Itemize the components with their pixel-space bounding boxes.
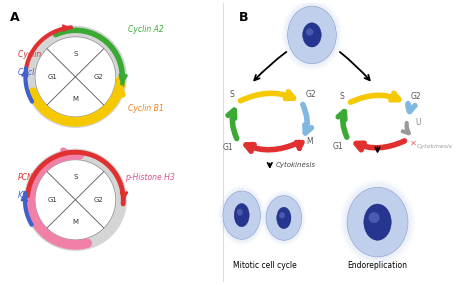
Text: Cytokinesis: Cytokinesis: [275, 162, 315, 168]
Ellipse shape: [347, 187, 408, 257]
Ellipse shape: [344, 183, 411, 261]
Ellipse shape: [283, 1, 341, 69]
Ellipse shape: [279, 212, 285, 219]
Text: Mitotic cell cycle: Mitotic cell cycle: [233, 261, 297, 270]
Text: U: U: [416, 119, 421, 127]
Text: p-Histone H3: p-Histone H3: [125, 173, 174, 182]
Text: M: M: [306, 137, 313, 146]
Ellipse shape: [35, 160, 116, 240]
Ellipse shape: [219, 185, 265, 245]
Text: Cyclin B1: Cyclin B1: [128, 105, 164, 113]
Ellipse shape: [286, 4, 338, 66]
Ellipse shape: [264, 193, 304, 243]
Ellipse shape: [306, 28, 313, 36]
Text: M: M: [73, 219, 78, 225]
Ellipse shape: [340, 179, 415, 265]
Ellipse shape: [234, 203, 249, 227]
Text: S: S: [73, 174, 78, 180]
Text: G2: G2: [411, 91, 421, 101]
Text: G1: G1: [333, 142, 343, 151]
Text: PCNA: PCNA: [18, 173, 39, 182]
Ellipse shape: [265, 194, 303, 242]
Text: G2: G2: [93, 74, 103, 80]
Ellipse shape: [34, 159, 117, 241]
Ellipse shape: [263, 192, 305, 244]
Text: M: M: [73, 96, 78, 102]
Text: G2: G2: [93, 197, 103, 203]
Text: G1: G1: [48, 197, 58, 203]
Text: Cyclin D1: Cyclin D1: [18, 68, 54, 77]
Ellipse shape: [24, 149, 127, 251]
Text: ✕: ✕: [410, 139, 417, 148]
Text: Endoreplication: Endoreplication: [347, 261, 408, 270]
Ellipse shape: [288, 6, 337, 64]
Ellipse shape: [221, 188, 263, 242]
Ellipse shape: [282, 0, 342, 71]
Text: Cyclin A2: Cyclin A2: [128, 25, 164, 34]
Ellipse shape: [345, 185, 410, 259]
Text: S: S: [73, 51, 78, 57]
Text: Cytokinesis: Cytokinesis: [417, 144, 452, 149]
Text: A: A: [10, 11, 19, 24]
Ellipse shape: [34, 36, 117, 118]
Text: S: S: [229, 90, 234, 99]
Ellipse shape: [24, 26, 127, 128]
Text: Ki-67: Ki-67: [18, 191, 37, 200]
Ellipse shape: [303, 23, 321, 47]
Text: G1: G1: [48, 74, 58, 80]
Text: B: B: [239, 11, 249, 24]
Ellipse shape: [266, 196, 301, 240]
Ellipse shape: [285, 3, 339, 67]
Ellipse shape: [223, 191, 260, 239]
Ellipse shape: [222, 190, 262, 241]
Ellipse shape: [237, 209, 243, 216]
Text: G1: G1: [223, 143, 233, 152]
Ellipse shape: [219, 187, 264, 244]
Ellipse shape: [35, 37, 116, 117]
Text: S: S: [339, 91, 344, 101]
Ellipse shape: [277, 207, 291, 229]
Ellipse shape: [369, 212, 380, 223]
Text: G2: G2: [305, 90, 316, 99]
Ellipse shape: [364, 204, 391, 240]
Ellipse shape: [342, 181, 413, 263]
Text: Cyclin E1: Cyclin E1: [18, 50, 53, 59]
Ellipse shape: [262, 190, 306, 246]
